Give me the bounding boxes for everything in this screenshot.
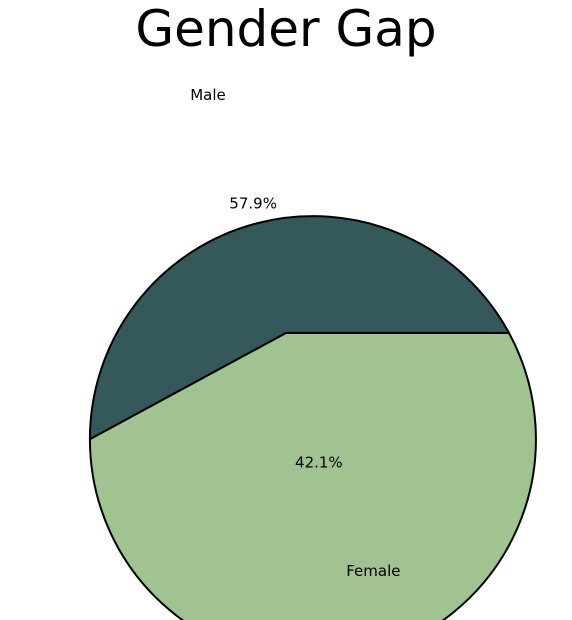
category-label-female: Female [346,562,400,580]
percent-label-female: 42.1% [295,454,343,472]
pie-slice-female [88,215,510,441]
chart-title: Gender Gap [135,0,437,58]
percent-label-male: 57.9% [229,194,277,212]
pie-slice-male [88,332,537,620]
category-label-male: Male [190,86,226,104]
